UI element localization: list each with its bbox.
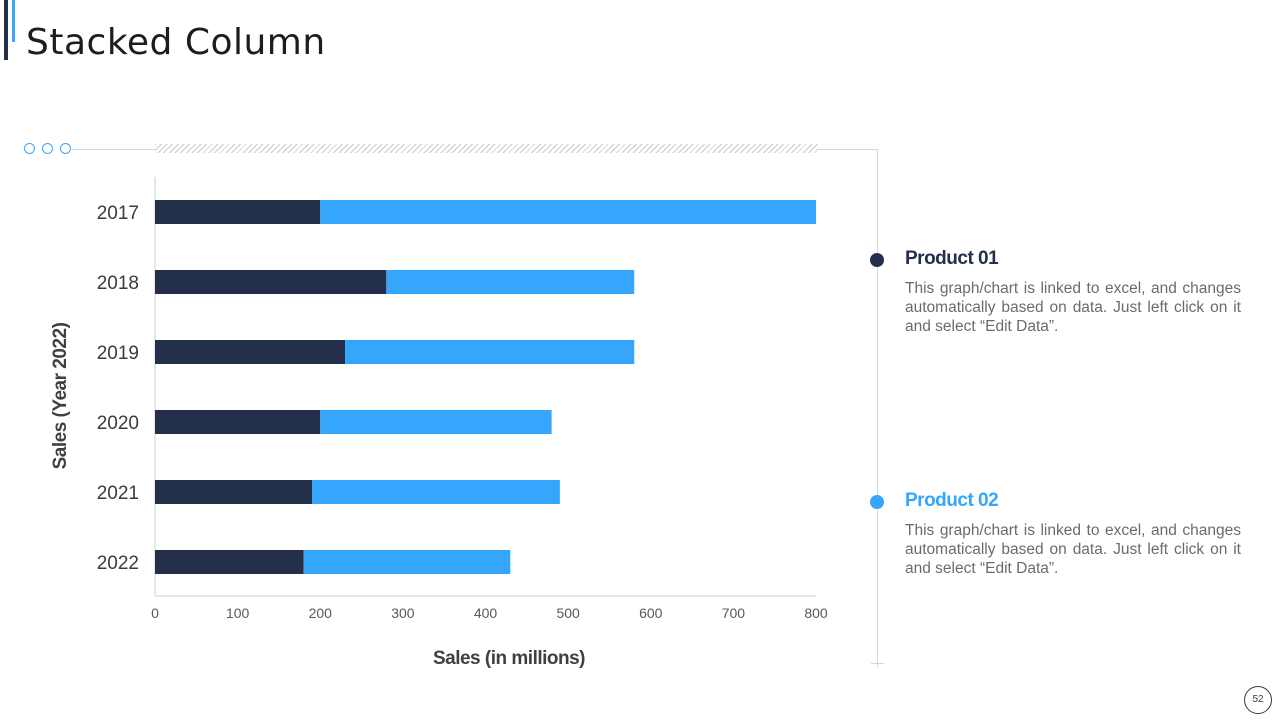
hatched-band xyxy=(155,144,818,153)
x-tick-label: 600 xyxy=(639,605,663,621)
legend-dot-icon xyxy=(870,495,884,509)
page-number: 52 xyxy=(1244,686,1272,714)
bar-product-01-2019 xyxy=(155,340,346,364)
circle-icon xyxy=(60,143,71,154)
slide-title: Stacked Column xyxy=(26,22,326,63)
y-tick-label: 2020 xyxy=(97,413,139,434)
bar-product-01-2018 xyxy=(155,270,387,294)
frame-line-top xyxy=(818,149,878,150)
bar-product-01-2022 xyxy=(155,550,304,574)
legend-description: This graph/chart is linked to excel, and… xyxy=(905,522,1241,577)
bar-product-02-2022 xyxy=(303,550,511,574)
x-axis-title: Sales (in millions) xyxy=(433,648,585,669)
decorative-line xyxy=(72,149,156,150)
bar-product-02-2020 xyxy=(320,410,552,434)
y-tick-label: 2022 xyxy=(97,553,139,574)
x-tick-label: 0 xyxy=(151,605,159,621)
x-tick-label: 400 xyxy=(474,605,498,621)
bar-product-01-2017 xyxy=(155,200,321,224)
legend-description: This graph/chart is linked to excel, and… xyxy=(905,280,1241,335)
frame-line-foot xyxy=(871,663,884,664)
x-tick-label: 200 xyxy=(309,605,333,621)
x-tick-label: 700 xyxy=(722,605,746,621)
y-tick-label: 2017 xyxy=(97,203,139,224)
x-tick-label: 500 xyxy=(556,605,580,621)
legend-name: Product 01 xyxy=(905,248,999,269)
title-accent-bar-dark xyxy=(4,0,8,60)
frame-line-right xyxy=(877,149,878,667)
legend-name: Product 02 xyxy=(905,490,999,511)
title-accent-bar-blue xyxy=(12,0,15,42)
x-tick-label: 300 xyxy=(391,605,415,621)
bar-product-01-2020 xyxy=(155,410,321,434)
legend-dot-icon xyxy=(870,253,884,267)
circle-icon xyxy=(24,143,35,154)
y-tick-label: 2019 xyxy=(97,343,139,364)
bar-product-02-2017 xyxy=(320,200,816,224)
bar-product-02-2019 xyxy=(345,340,635,364)
bar-product-02-2021 xyxy=(311,480,560,504)
y-tick-label: 2021 xyxy=(97,483,139,504)
bar-product-01-2021 xyxy=(155,480,312,504)
y-tick-label: 2018 xyxy=(97,273,139,294)
x-tick-label: 800 xyxy=(804,605,828,621)
x-tick-label: 100 xyxy=(226,605,250,621)
y-axis-title: Sales (Year 2022) xyxy=(50,322,71,469)
bar-product-02-2018 xyxy=(386,270,635,294)
circle-icon xyxy=(42,143,53,154)
